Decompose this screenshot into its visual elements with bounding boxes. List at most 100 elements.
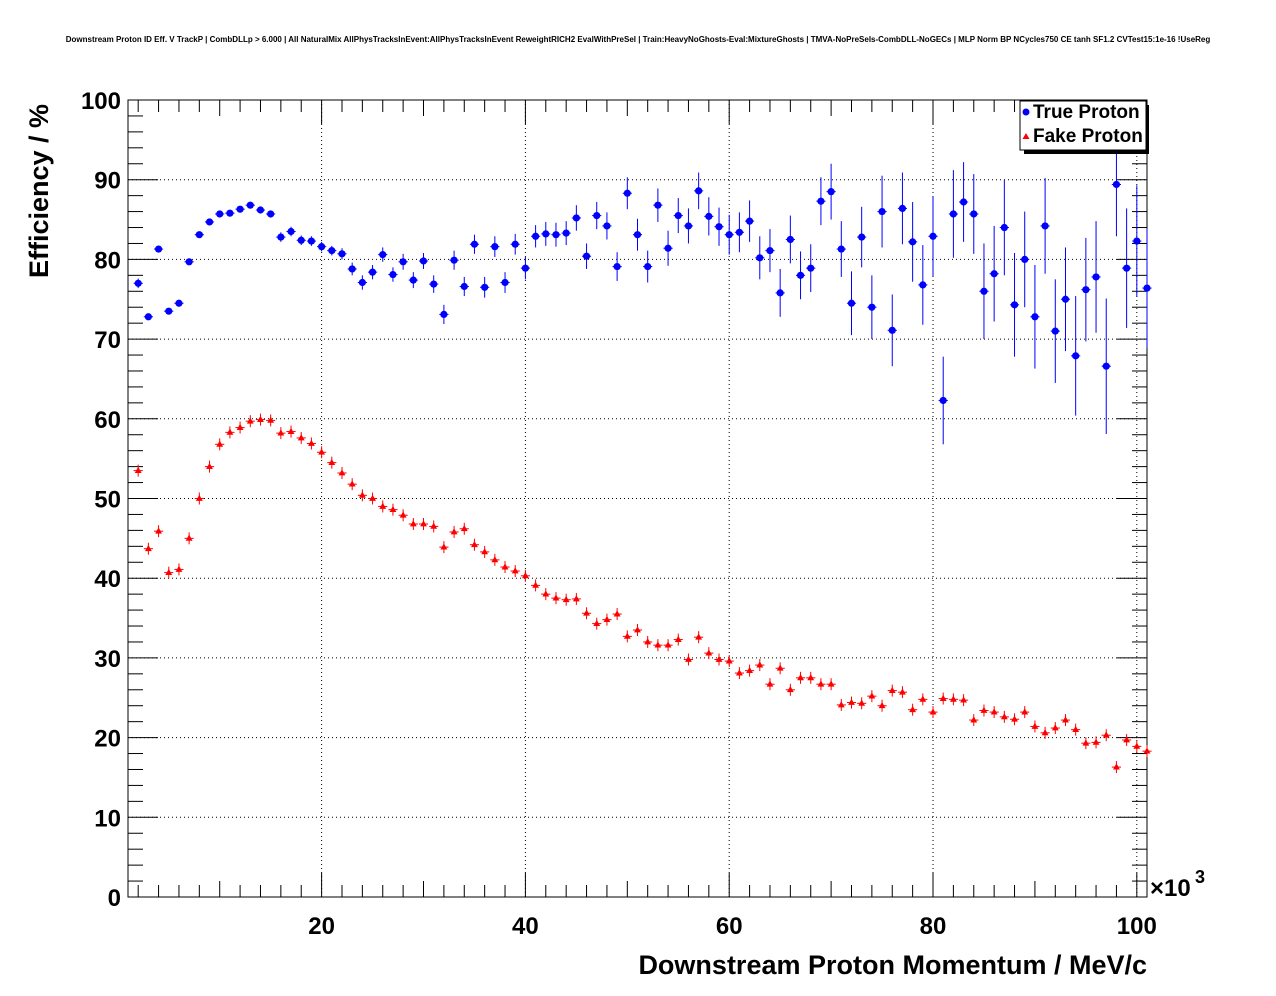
true-proton-point <box>868 303 876 311</box>
fake-proton-point <box>562 595 570 603</box>
fake-proton-point <box>348 480 356 487</box>
true-proton-point <box>1123 264 1131 272</box>
fake-proton-point <box>267 416 275 423</box>
fake-proton-point <box>868 692 876 699</box>
fake-proton-point <box>939 694 947 701</box>
fake-proton-point <box>257 415 264 422</box>
fake-proton-point <box>308 439 315 446</box>
true-proton-point <box>1072 352 1080 360</box>
fake-proton-point <box>797 674 804 681</box>
fake-proton-point <box>603 615 611 623</box>
fake-proton-point <box>481 548 489 555</box>
true-proton-point <box>389 270 397 279</box>
fake-proton-point <box>1092 738 1100 745</box>
true-proton-point <box>644 262 652 271</box>
true-proton-point <box>1061 295 1070 303</box>
chart-title: Downstream Proton ID Eff. V TrackP | Com… <box>66 35 1211 44</box>
true-proton-point <box>1143 284 1151 292</box>
fake-proton-point <box>583 609 590 616</box>
fake-proton-point <box>1062 716 1069 723</box>
true-proton-point <box>236 205 244 213</box>
true-proton-point <box>338 250 346 258</box>
true-proton-point <box>949 210 957 218</box>
fake-proton-point <box>817 680 825 687</box>
true-proton-point <box>909 238 917 246</box>
data-points <box>133 132 1152 774</box>
true-proton-point <box>1021 255 1029 263</box>
true-proton-point <box>766 247 774 255</box>
true-proton-point <box>491 243 499 251</box>
true-proton-point <box>328 247 336 255</box>
fake-proton-point <box>491 556 499 563</box>
fake-proton-point <box>338 469 346 476</box>
legend-box <box>1019 100 1147 151</box>
true-proton-point <box>898 204 907 212</box>
y-tick-label: 60 <box>94 407 121 434</box>
true-proton-point <box>379 251 387 259</box>
true-proton-point <box>154 245 163 253</box>
fake-proton-point <box>460 524 468 532</box>
fake-proton-point <box>786 685 794 693</box>
fake-proton-point <box>756 661 764 668</box>
true-proton-point <box>745 217 754 225</box>
fake-proton-point <box>766 680 774 687</box>
true-proton-point <box>542 230 550 238</box>
fake-proton-point <box>807 674 815 681</box>
true-proton-point <box>318 243 326 251</box>
fake-proton-point <box>827 680 835 687</box>
fake-proton-point <box>318 448 326 455</box>
true-proton-point <box>674 211 682 220</box>
fake-proton-point <box>1082 739 1090 746</box>
fake-proton-point <box>858 699 866 706</box>
fake-proton-point <box>216 440 224 447</box>
fake-proton-point <box>715 655 723 662</box>
legend-label-fake-proton: Fake Proton <box>1033 126 1143 147</box>
true-proton-point <box>1051 327 1059 335</box>
fake-proton-point <box>328 458 336 466</box>
y-tick-label: 80 <box>94 247 121 274</box>
fake-proton-point <box>165 568 173 576</box>
fake-proton-point <box>471 540 478 548</box>
fake-proton-point <box>1133 742 1141 749</box>
fake-proton-point <box>226 428 234 435</box>
fake-proton-point <box>776 664 784 671</box>
fake-proton-point <box>644 638 652 645</box>
fake-proton-point <box>736 669 743 676</box>
fake-proton-point <box>389 505 397 513</box>
fake-proton-point <box>511 567 519 574</box>
fake-proton-point <box>1031 722 1039 729</box>
true-proton-point <box>1102 362 1110 370</box>
true-proton-point <box>409 276 417 284</box>
legend-marker-fake-proton <box>1022 133 1030 139</box>
fake-proton-point <box>532 581 539 588</box>
fake-proton-point <box>664 641 672 648</box>
true-proton-point <box>460 282 468 291</box>
fake-proton-point <box>960 696 967 703</box>
true-proton-point <box>256 206 265 214</box>
true-proton-point <box>796 271 805 279</box>
true-proton-point <box>776 289 784 297</box>
fake-proton-point <box>522 572 529 579</box>
true-proton-point <box>633 231 642 239</box>
true-proton-point <box>450 256 458 264</box>
true-proton-point <box>267 210 275 218</box>
true-proton-point <box>440 310 448 318</box>
fake-proton-point <box>634 626 641 633</box>
fake-proton-point <box>1072 725 1080 733</box>
y-tick-label: 40 <box>94 566 121 593</box>
true-proton-point <box>1010 301 1019 309</box>
fake-proton-point <box>980 706 988 713</box>
true-proton-point <box>807 264 815 272</box>
y-tick-label: 100 <box>81 88 121 115</box>
true-proton-point <box>858 233 866 241</box>
true-proton-point <box>195 231 203 239</box>
true-proton-point <box>990 270 998 278</box>
fake-proton-point <box>552 594 560 601</box>
true-proton-point <box>287 227 295 236</box>
fake-proton-point <box>277 429 285 436</box>
true-proton-point <box>481 283 489 291</box>
y-tick-label: 30 <box>94 646 121 673</box>
true-proton-point <box>521 264 530 272</box>
fake-proton-point <box>970 716 978 723</box>
fake-proton-point <box>674 635 682 642</box>
